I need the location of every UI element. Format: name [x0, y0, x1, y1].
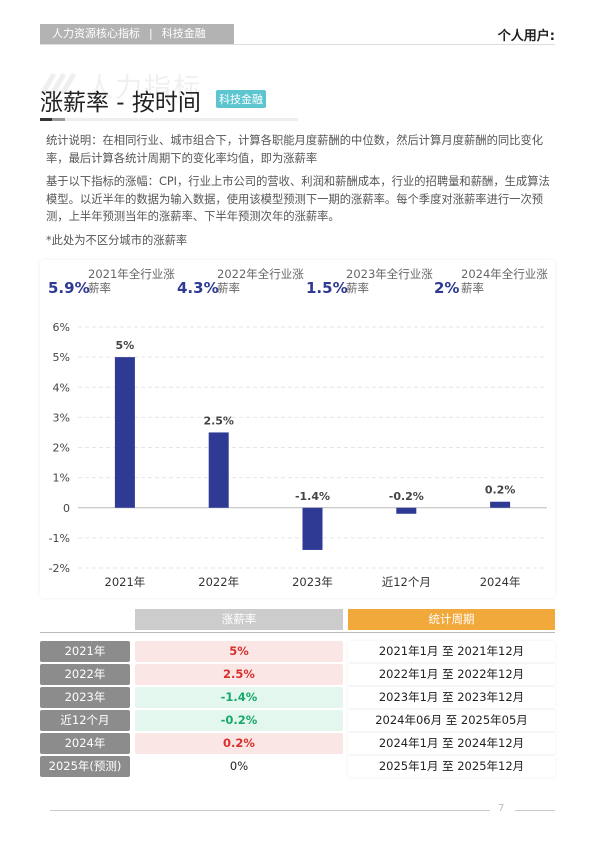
row-label: 近12个月	[40, 710, 130, 731]
rate-cell: 0%	[229, 759, 249, 773]
value-label: 2.5%	[203, 414, 234, 427]
rate-cell: 0.2%	[135, 733, 343, 754]
title-underline	[40, 118, 52, 121]
table-header: 涨薪率	[135, 609, 343, 630]
kpi-label: 2024年全行业涨薪率	[461, 267, 548, 295]
table-rule	[40, 632, 555, 633]
x-tick-label: 2022年	[198, 575, 239, 589]
rate-cell: -1.4%	[135, 687, 343, 708]
row-label: 2022年	[40, 664, 130, 685]
period-cell: 2024年1月 至 2024年12月	[348, 733, 555, 754]
paragraph: 基于以下指标的涨幅：CPI，行业上市公司的营收、利润和薪酬成本，行业的招聘量和薪…	[46, 175, 550, 223]
page-title: 涨薪率 - 按时间	[40, 90, 201, 116]
watermark: 人力指标	[86, 73, 202, 104]
rate-cell: 5%	[135, 641, 343, 662]
value-label: 0.2%	[485, 484, 516, 497]
period-cell: 2022年1月 至 2022年12月	[348, 664, 555, 685]
kpi-label: 2022年全行业涨薪率	[217, 267, 304, 295]
bar	[114, 357, 135, 508]
y-tick-label: -2%	[49, 562, 70, 575]
badge: 科技金融	[216, 90, 266, 108]
kpi-value: 2%	[434, 279, 460, 297]
watermark-icon	[40, 72, 77, 96]
y-tick-label: 4%	[53, 381, 70, 394]
bar	[208, 432, 229, 508]
bar	[396, 507, 417, 514]
title-underline	[65, 118, 298, 121]
x-tick-label: 2021年	[105, 575, 146, 589]
table-header: 统计周期	[348, 609, 555, 630]
paragraph: 统计说明：在相同行业、城市组合下，计算各职能月度薪酬的中位数，然后计算月度薪酬的…	[46, 134, 544, 165]
x-tick-label: 2024年	[480, 575, 521, 589]
y-tick-label: -1%	[49, 532, 70, 545]
separator: |	[149, 27, 153, 40]
row-label: 2023年	[40, 687, 130, 708]
period-cell: 2025年1月 至 2025年12月	[348, 756, 555, 777]
row-label: 2024年	[40, 733, 130, 754]
period-cell: 2024年06月 至 2025年05月	[348, 710, 555, 731]
kpi-value: 1.5%	[306, 279, 348, 297]
value-label: -0.2%	[389, 490, 424, 503]
user-label: 个人用户:	[497, 29, 555, 44]
value-label: 5%	[116, 339, 135, 352]
bar	[490, 501, 511, 508]
bar	[302, 507, 323, 550]
x-tick-label: 2023年	[292, 575, 333, 589]
row-label: 2025年(预测)	[40, 756, 130, 777]
period-cell: 2023年1月 至 2023年12月	[348, 687, 555, 708]
kpi-label: 2023年全行业涨薪率	[346, 267, 433, 295]
footer-line	[50, 810, 490, 811]
y-tick-label: 1%	[53, 472, 70, 485]
header-tag: 人力资源核心指标	[52, 27, 140, 40]
footer-line	[515, 810, 555, 811]
kpi-label: 2021年全行业涨薪率	[88, 267, 175, 295]
y-tick-label: 0	[63, 502, 70, 515]
y-tick-label: 3%	[53, 411, 70, 424]
header-tag: 科技金融	[161, 27, 206, 40]
chart: -2% -1% 0 1% 2% 3% 4% 5% 6% 2021年 5% 2022年 2.5% 2023年…	[49, 321, 547, 589]
x-tick-label: 近12个月	[382, 575, 431, 589]
rate-cell: 2.5%	[135, 664, 343, 685]
kpi-value: 5.9%	[48, 279, 90, 297]
y-tick-label: 5%	[53, 351, 70, 364]
divider	[40, 44, 555, 45]
header-tags: 人力资源核心指标 | 科技金融	[40, 24, 234, 44]
value-label: -1.4%	[295, 490, 330, 503]
page-number: 7	[498, 803, 505, 814]
paragraph: *此处为不区分城市的涨薪率	[46, 234, 188, 247]
title-underline	[52, 118, 65, 121]
y-tick-label: 6%	[53, 321, 70, 334]
rate-cell: -0.2%	[135, 710, 343, 731]
y-tick-label: 2%	[53, 442, 70, 455]
row-label: 2021年	[40, 641, 130, 662]
period-cell: 2021年1月 至 2021年12月	[348, 641, 555, 662]
kpi-value: 4.3%	[177, 279, 219, 297]
